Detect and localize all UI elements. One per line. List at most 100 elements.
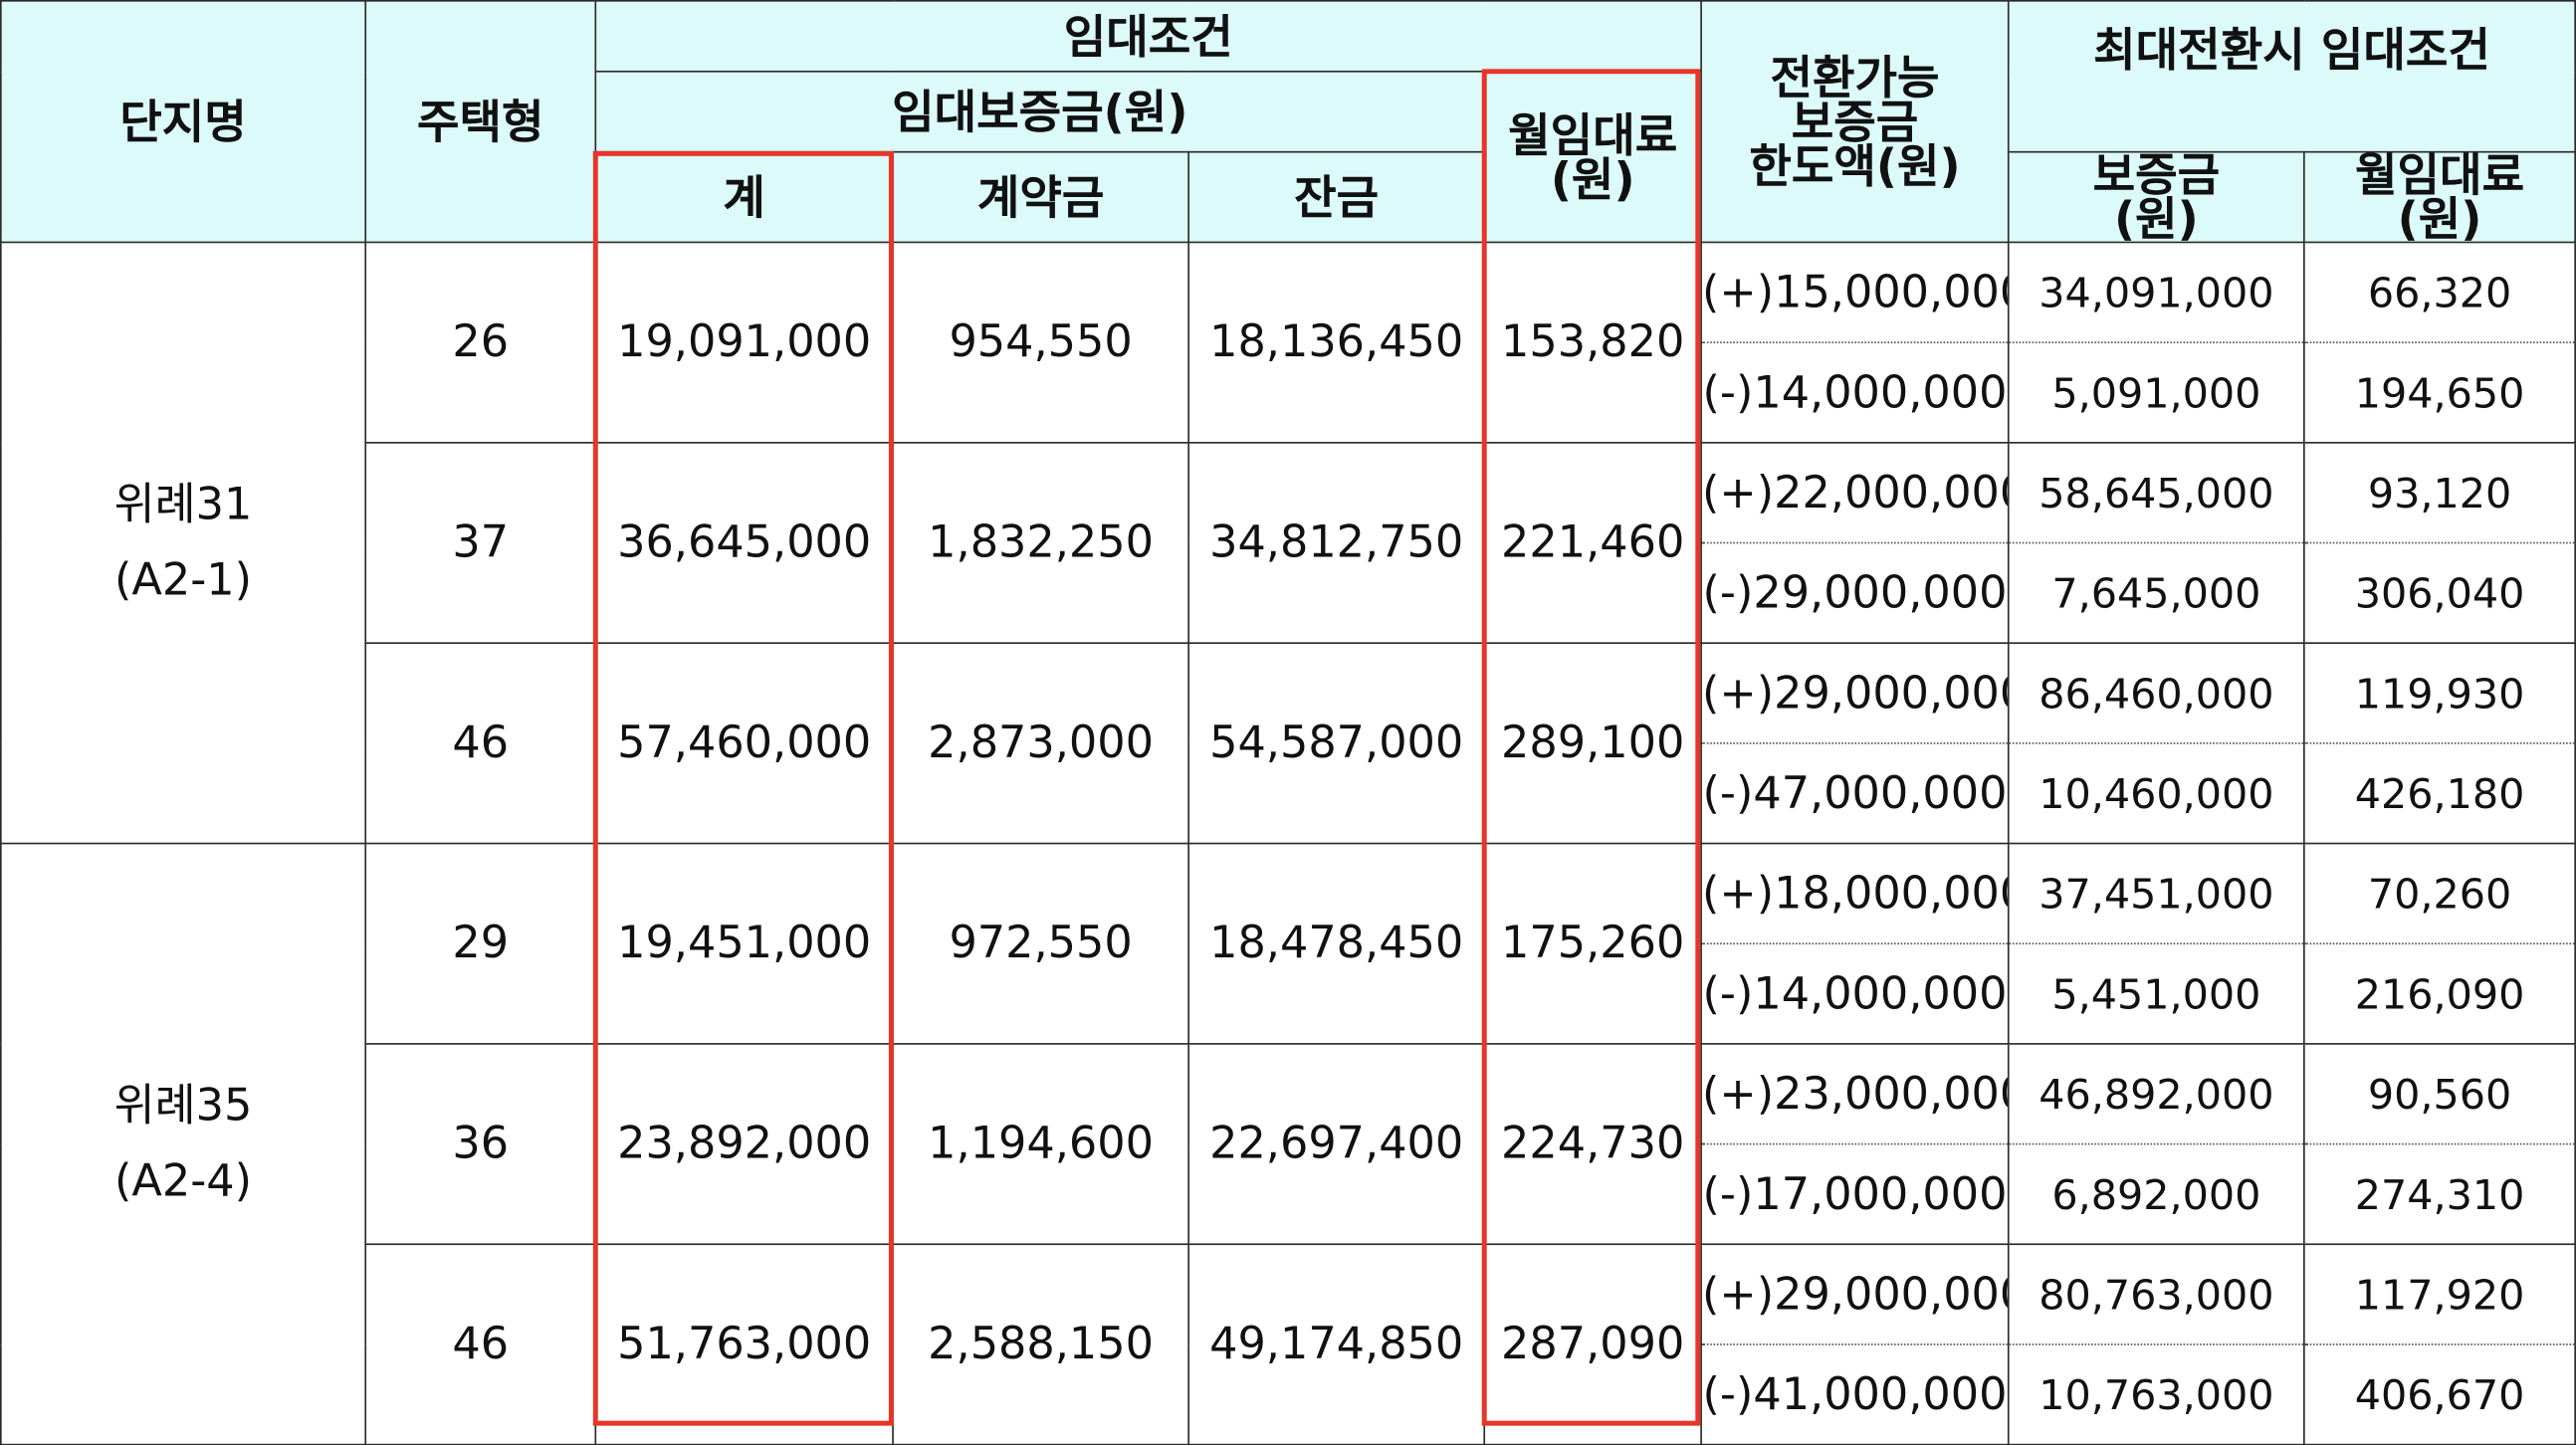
table-row: 46 57,460,000 2,873,000 54,587,000 289,1… [1,642,2576,845]
housing-type: 37 [364,441,597,644]
housing-type: 36 [364,1043,597,1246]
max-deposit-minus: 5,091,000 [2007,341,2305,444]
conversion-limit-minus: (-)47,000,000 [1700,742,2010,845]
conversion-limit-minus: (-)17,000,000 [1700,1142,2010,1246]
contract-deposit: 2,588,150 [892,1243,1189,1445]
deposit-total: 23,892,000 [594,1043,894,1246]
deposit-total: 36,645,000 [594,441,894,644]
contract-deposit: 1,194,600 [892,1043,1189,1246]
header-monthly-rent-line2: (원) [1550,151,1635,207]
balance: 34,812,750 [1187,441,1486,644]
max-rent-plus: 93,120 [2303,441,2576,544]
table-row: 46 51,763,000 2,588,150 49,174,850 287,0… [1,1243,2576,1445]
housing-type: 46 [364,642,597,845]
balance: 49,174,850 [1187,1243,1486,1445]
table-row: 37 36,645,000 1,832,250 34,812,750 221,4… [1,441,2576,644]
contract-deposit: 1,832,250 [892,441,1189,644]
complex-name-cell: 위례35 (A2-4) [0,842,367,1445]
max-rent-minus: 274,310 [2303,1142,2576,1246]
complex-name-cell: 위례31 (A2-1) [0,241,367,845]
header-total: 계 [594,150,894,244]
header-max-deposit-line1: 보증금 [2092,151,2221,203]
header-max-monthly-rent: 월임대료 (원) [2303,150,2576,244]
header-housing-type: 주택형 [364,0,597,244]
table-row: 36 23,892,000 1,194,600 22,697,400 224,7… [1,1043,2576,1246]
conversion-limit-plus: (+)23,000,000 [1700,1043,2010,1145]
complex-code: (A2-4) [113,1155,253,1207]
balance: 18,478,450 [1187,842,1486,1045]
conversion-limit-plus: (+)15,000,000 [1700,241,2010,343]
header-balance: 잔금 [1187,150,1486,244]
conversion-limit-minus: (-)14,000,000 [1700,942,2010,1045]
max-deposit-plus: 86,460,000 [2007,642,2305,744]
max-rent-plus: 66,320 [2303,241,2576,343]
header-deposit: 임대보증금(원) [594,70,1486,153]
conversion-limit-minus: (-)41,000,000 [1700,1343,2010,1445]
table-row: (-)41,000,000 10,763,000 406,670 [1,1343,2576,1445]
header-convertible-limit: 전환가능 보증금 한도액(원) [1700,0,2010,244]
table-row: 위례31 (A2-1) 26 19,091,000 954,550 18,136… [0,241,2576,845]
contract-deposit: 2,873,000 [892,642,1189,845]
balance: 22,697,400 [1187,1043,1486,1246]
contract-deposit: 972,550 [892,842,1189,1045]
header-max-deposit-line2: (원) [2113,192,2199,243]
max-rent-minus: 194,650 [2303,341,2576,444]
header-max-rent-line1: 월임대료 [2355,151,2525,203]
max-deposit-minus: 10,763,000 [2007,1343,2305,1445]
max-deposit-plus: 37,451,000 [2007,842,2305,945]
max-deposit-plus: 46,892,000 [2007,1043,2305,1145]
max-rent-minus: 426,180 [2303,742,2576,845]
complex-name: 위례35 [113,1080,253,1132]
conversion-limit-plus: (+)29,000,000 [1700,642,2010,744]
max-rent-minus: 216,090 [2303,942,2576,1045]
table-row: (-)14,000,000 5,091,000 194,650 [1,341,2576,444]
contract-deposit: 954,550 [892,241,1189,444]
monthly-rent: 175,260 [1483,842,1702,1045]
header-max-rent-line2: (원) [2397,192,2482,243]
max-rent-plus: 70,260 [2303,842,2576,945]
max-rent-plus: 90,560 [2303,1043,2576,1145]
monthly-rent: 153,820 [1483,241,1702,444]
max-deposit-minus: 10,460,000 [2007,742,2305,845]
max-deposit-minus: 5,451,000 [2007,942,2305,1045]
conversion-limit-plus: (+)29,000,000 [1700,1243,2010,1345]
monthly-rent: 221,460 [1483,441,1702,644]
conversion-limit-minus: (-)14,000,000 [1700,341,2010,444]
header-max-conversion: 최대전환시 임대조건 [2007,0,2576,153]
header-max-deposit: 보증금 (원) [2007,150,2305,244]
housing-type: 29 [364,842,597,1045]
deposit-total: 19,091,000 [594,241,894,444]
header-convertible-line1: 전환가능 [1770,50,1940,104]
max-rent-plus: 117,920 [2303,1243,2576,1345]
conversion-limit-plus: (+)18,000,000 [1700,842,2010,945]
housing-type: 26 [364,241,597,444]
monthly-rent: 289,100 [1483,642,1702,845]
deposit-total: 51,763,000 [594,1243,894,1445]
header-complex: 단지명 [0,0,367,244]
header-convertible-line2: 보증금 [1791,94,1919,149]
conversion-limit-plus: (+)22,000,000 [1700,441,2010,544]
monthly-rent: 224,730 [1483,1043,1702,1246]
max-deposit-plus: 58,645,000 [2007,441,2305,544]
housing-type: 46 [364,1243,597,1445]
conversion-limit-minus: (-)29,000,000 [1700,541,2010,644]
max-deposit-plus: 34,091,000 [2007,241,2305,343]
header-convertible-line3: 한도액(원) [1749,138,1961,193]
header-monthly-rent-line1: 월임대료 [1508,107,1678,162]
table-row: (-)14,000,000 5,451,000 216,090 [1,942,2576,1045]
table-row: (-)17,000,000 6,892,000 274,310 [1,1142,2576,1246]
header-rental-terms: 임대조건 [594,0,1702,73]
complex-code: (A2-1) [113,554,253,606]
max-rent-plus: 119,930 [2303,642,2576,744]
deposit-total: 57,460,000 [594,642,894,845]
monthly-rent: 287,090 [1483,1243,1702,1445]
balance: 18,136,450 [1187,241,1486,444]
max-deposit-minus: 6,892,000 [2007,1142,2305,1246]
balance: 54,587,000 [1187,642,1486,845]
max-rent-minus: 406,670 [2303,1343,2576,1445]
max-deposit-plus: 80,763,000 [2007,1243,2305,1345]
deposit-total: 19,451,000 [594,842,894,1045]
max-rent-minus: 306,040 [2303,541,2576,644]
